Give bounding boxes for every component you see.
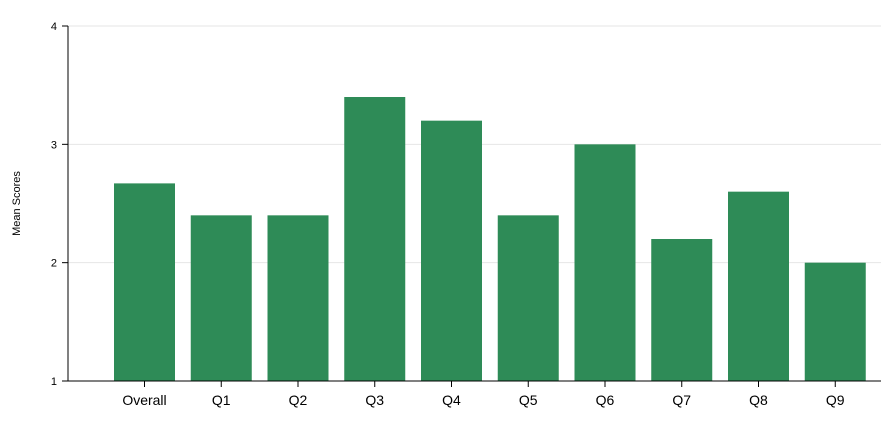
x-tick-label: Q9 [826, 392, 845, 408]
bar-q4 [421, 120, 482, 382]
y-tick-label: 1 [51, 376, 57, 388]
y-tick-label: 2 [51, 258, 57, 270]
x-tick-label: Q4 [442, 392, 461, 408]
bar-q3 [344, 97, 406, 381]
x-tick-label: Q7 [672, 392, 691, 408]
y-axis-title: Mean Scores [11, 171, 23, 236]
bar-q2 [267, 215, 329, 381]
bar-q8 [728, 191, 789, 381]
x-tick-label: Q5 [519, 392, 538, 408]
bar-q1 [190, 215, 252, 381]
x-tick-label: Overall [122, 392, 166, 408]
x-tick-label: Q6 [596, 392, 615, 408]
bars [114, 97, 866, 382]
x-tick-label: Q2 [289, 392, 308, 408]
x-tick-label: Q1 [212, 392, 231, 408]
bar-q9 [804, 262, 866, 381]
y-axis-ticks: 1 2 3 4 [51, 21, 68, 388]
bar-q7 [651, 239, 713, 381]
y-tick-label: 3 [51, 139, 57, 151]
y-tick-label: 4 [51, 21, 57, 33]
x-axis-ticks: Overall Q1 Q2 Q3 Q4 Q5 Q6 Q7 Q8 Q9 [122, 381, 845, 408]
x-tick-label: Q8 [749, 392, 768, 408]
bar-q6 [574, 144, 636, 381]
x-tick-label: Q3 [365, 392, 384, 408]
bar-q5 [497, 215, 559, 381]
bar-overall [114, 183, 175, 381]
